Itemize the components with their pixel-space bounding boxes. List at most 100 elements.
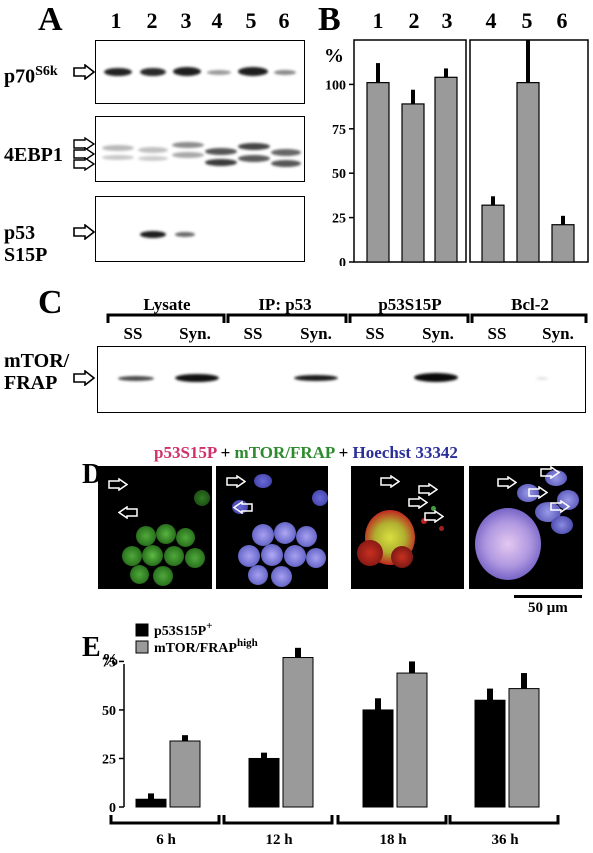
y-tick-label: 25 <box>332 212 346 227</box>
scale-bar-label: 50 μm <box>528 600 568 616</box>
sublabel: SS <box>488 324 507 343</box>
arrow-icon <box>73 137 95 151</box>
cell <box>306 548 326 568</box>
arrow-icon <box>550 500 570 513</box>
error-bar <box>491 196 495 206</box>
category-bracket <box>336 815 448 825</box>
lane-label: 2 <box>146 8 158 33</box>
group-label: p53S15P <box>378 295 441 314</box>
group-bracket <box>470 313 588 323</box>
cell <box>312 490 328 506</box>
arrow-icon <box>380 475 400 488</box>
row-label-line1: mTOR/ <box>4 350 70 372</box>
cell <box>130 565 149 584</box>
y-tick-label: 75 <box>332 123 346 138</box>
cell <box>296 526 317 547</box>
lane-label: 3 <box>441 8 453 33</box>
band <box>138 147 168 153</box>
error-bar <box>261 752 267 759</box>
group-label: Bcl-2 <box>511 295 549 314</box>
bar-chart-e: p53S15P+mTOR/FRAPhigh% 0 25 50 75 6 h 12 h 18 h… <box>102 620 560 848</box>
arrow-icon <box>226 475 246 488</box>
blot-mtor-frap <box>97 346 586 413</box>
y-tick-label: 75 <box>102 655 116 670</box>
error-bar <box>375 698 381 710</box>
band <box>271 160 301 167</box>
legend-label-sup: + <box>206 620 212 632</box>
arrow-icon <box>73 370 95 386</box>
bar <box>516 82 540 263</box>
lane-label: 4 <box>485 8 497 33</box>
error-bar <box>295 647 301 658</box>
cell <box>238 545 260 567</box>
bar <box>396 672 428 808</box>
lane-label: 1 <box>372 8 384 33</box>
cell <box>475 508 541 580</box>
bar <box>248 757 280 808</box>
band <box>271 149 301 156</box>
lane-label: 2 <box>408 8 420 33</box>
y-axis-label: % <box>102 650 119 669</box>
x-tick-label: 36 h <box>491 832 519 848</box>
panel-letter-a: A <box>38 1 63 38</box>
cell <box>164 546 184 566</box>
cell <box>156 524 176 544</box>
cell <box>439 526 444 531</box>
y-axis-label: % <box>324 45 344 67</box>
row-label-line1: p53 <box>4 222 36 244</box>
arrow-icon <box>540 466 560 479</box>
lane-label: 6 <box>556 8 568 33</box>
title-plus: + <box>334 443 353 462</box>
band <box>173 67 201 76</box>
row-label-4ebp1: 4EBP1 <box>4 144 63 166</box>
band <box>140 68 166 76</box>
arrow-icon <box>108 478 128 491</box>
error-bar <box>521 673 527 689</box>
sublabel: Syn. <box>422 324 454 343</box>
band <box>104 68 132 76</box>
bar <box>135 798 167 808</box>
legend-swatch <box>135 640 149 654</box>
row-label-main: p70 <box>4 65 36 88</box>
cell <box>421 518 427 524</box>
panel-letter-e: E <box>82 632 101 663</box>
cell <box>551 516 573 534</box>
title-blue: Hoechst 33342 <box>352 443 458 462</box>
error-bar <box>182 735 188 741</box>
cell <box>261 544 283 566</box>
band <box>205 148 237 155</box>
band <box>118 376 154 381</box>
cell <box>153 566 173 586</box>
lane-label: 5 <box>521 8 533 33</box>
arrow-icon <box>118 506 138 519</box>
cell <box>431 506 436 511</box>
row-label-p70s6k: p70S6k <box>4 61 58 88</box>
sublabel: Syn. <box>300 324 332 343</box>
band <box>138 156 168 161</box>
lane-label: 6 <box>278 8 290 33</box>
error-bar <box>487 688 493 701</box>
category-bracket <box>448 815 560 825</box>
x-tick-label: 18 h <box>379 832 407 848</box>
cell <box>252 524 274 546</box>
legend-label: p53S15P+ <box>154 620 212 639</box>
band <box>175 232 195 237</box>
panel-letter-b: B <box>318 1 341 38</box>
micrograph-p53s15p-mtor <box>351 466 464 589</box>
arrow-icon <box>408 496 428 509</box>
band <box>205 159 237 166</box>
row-label-p53-s15p: p53 S15P <box>4 222 47 266</box>
arrow-icon <box>497 476 517 489</box>
arrow-icon <box>73 147 95 161</box>
band <box>238 143 270 150</box>
arrow-icon <box>528 486 548 499</box>
cell <box>545 470 567 486</box>
bar <box>481 204 505 263</box>
group-label: IP: p53 <box>258 295 311 314</box>
panel-letter-d: D <box>82 459 103 490</box>
sublabel: Syn. <box>542 324 574 343</box>
category-bracket <box>222 815 334 825</box>
arrow-icon <box>418 483 438 496</box>
cell <box>142 545 163 566</box>
title-plus: + <box>216 443 235 462</box>
